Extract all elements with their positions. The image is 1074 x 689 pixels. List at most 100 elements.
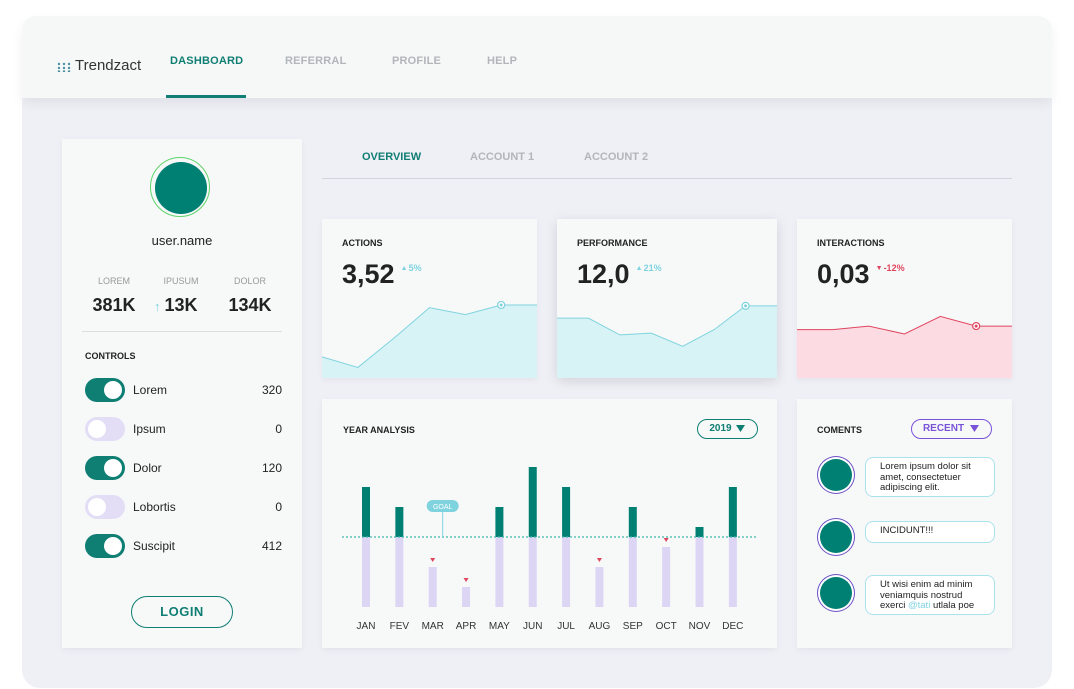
recent-select[interactable]: RECENT	[911, 419, 992, 439]
goal-label: GOAL	[433, 504, 453, 511]
x-tick-label: DEC	[722, 621, 743, 632]
avatar	[155, 162, 207, 214]
x-tick-label: MAY	[489, 621, 510, 632]
nav-underline	[166, 95, 246, 98]
brand: Trendzact	[75, 57, 142, 74]
control-value: 320	[261, 383, 282, 397]
bar-above-goal	[628, 507, 637, 537]
sparkline	[797, 315, 1012, 378]
bar-below-goal	[662, 547, 671, 607]
comment-text: Lorem ipsum dolor sit amet, consectetuer…	[880, 461, 971, 493]
sparkline-line	[557, 305, 777, 347]
sparkline	[322, 300, 537, 378]
stat-value: 13K	[164, 295, 198, 315]
nav-item[interactable]: REFERRAL	[285, 55, 347, 67]
control-value: 120	[261, 461, 282, 475]
toggle[interactable]	[85, 417, 125, 441]
x-tick-label: JUN	[523, 621, 542, 632]
chart-title: YEAR ANALYSIS	[343, 425, 415, 435]
bar-above-goal	[728, 487, 737, 537]
comment-mention[interactable]: @tati	[907, 600, 931, 611]
control-value: 0	[275, 422, 282, 436]
toggle-knob	[104, 381, 122, 399]
bar-below-goal	[462, 587, 471, 607]
sparkline-area	[322, 304, 537, 378]
divider	[82, 331, 282, 332]
sparkline-marker-dot	[499, 303, 503, 307]
toggle-knob	[104, 459, 122, 477]
bar-above-goal	[528, 467, 537, 537]
kpi-value: 0,03	[817, 259, 870, 289]
bar-below-goal	[528, 537, 537, 607]
x-tick-label: FEV	[390, 621, 410, 632]
comment-avatar	[820, 459, 852, 491]
x-tick-label: MAR	[422, 621, 444, 632]
bar-above-goal	[695, 527, 704, 537]
toggle-knob	[88, 498, 106, 516]
comments-title: COMENTS	[817, 425, 862, 435]
control-label: Lobortis	[133, 500, 176, 514]
stat-label: LOREM	[97, 276, 130, 286]
bar-above-goal	[362, 487, 370, 537]
logo-icon	[57, 62, 71, 72]
sparkline-marker-dot	[974, 324, 978, 328]
comment-text: utlala poe	[932, 600, 975, 611]
nav-item[interactable]: PROFILE	[392, 55, 442, 67]
control-value: 0	[275, 500, 282, 514]
stat-value: 381K	[92, 295, 136, 315]
stat-value: 134K	[228, 295, 272, 315]
x-tick-label: NOV	[689, 621, 711, 632]
nav-item[interactable]: DASHBOARD	[170, 55, 244, 67]
comment-bubble: Ut wisi enim ad minim veniamquis nostrud…	[865, 575, 995, 615]
kpi-change: -12%	[883, 263, 905, 273]
login-button[interactable]: LOGIN	[131, 596, 233, 628]
bar-below-goal	[595, 567, 604, 607]
bar-below-goal	[395, 537, 404, 607]
toggle[interactable]	[85, 378, 125, 402]
kpi-title: ACTIONS	[342, 238, 383, 248]
kpi-title: INTERACTIONS	[817, 238, 885, 248]
controls-title: CONTROLS	[85, 351, 136, 361]
nav-bar	[22, 16, 1052, 98]
goal-pill	[426, 500, 459, 512]
kpi-trend-icon: ▼	[875, 265, 883, 272]
tab[interactable]: ACCOUNT 1	[470, 151, 535, 163]
sparkline-area	[557, 305, 777, 378]
bar-below-goal	[695, 537, 704, 607]
bar-below-goal	[628, 537, 637, 607]
kpi-change: 5%	[408, 263, 422, 273]
stat-label: IPUSUM	[163, 276, 199, 286]
bar-below-goal	[495, 537, 504, 607]
comment-text: Ut wisi enim ad minim veniamquis nostrud…	[880, 579, 973, 611]
comment-bubble: INCIDUNT!!!	[865, 521, 995, 543]
bar-above-goal	[562, 487, 571, 537]
x-tick-label: JAN	[357, 621, 376, 632]
kpi-change: 21%	[643, 263, 662, 273]
kpi-value: 3,52	[342, 259, 395, 289]
nav-item[interactable]: HELP	[487, 55, 518, 67]
below-goal-marker	[463, 578, 469, 582]
toggle-knob	[104, 537, 122, 555]
tab[interactable]: ACCOUNT 2	[584, 151, 649, 163]
kpi-value: 12,0	[577, 259, 630, 289]
x-tick-label: JUL	[557, 621, 575, 632]
toggle[interactable]	[85, 495, 125, 519]
year-select[interactable]: 2019	[697, 419, 758, 439]
sparkline	[557, 301, 777, 378]
sparkline-area	[797, 316, 1012, 378]
toggle[interactable]	[85, 534, 125, 558]
x-tick-label: OCT	[656, 621, 677, 632]
comment-avatar	[820, 521, 852, 553]
bar-above-goal	[395, 507, 404, 537]
bar-above-goal	[495, 507, 504, 537]
control-label: Dolor	[133, 461, 162, 475]
toggle[interactable]	[85, 456, 125, 480]
username: user.name	[151, 233, 213, 248]
tab[interactable]: OVERVIEW	[362, 151, 422, 163]
toggle-knob	[88, 420, 106, 438]
year-select-arrow	[736, 425, 745, 432]
comment-avatar	[820, 577, 852, 609]
stat-label: DOLOR	[233, 276, 266, 286]
